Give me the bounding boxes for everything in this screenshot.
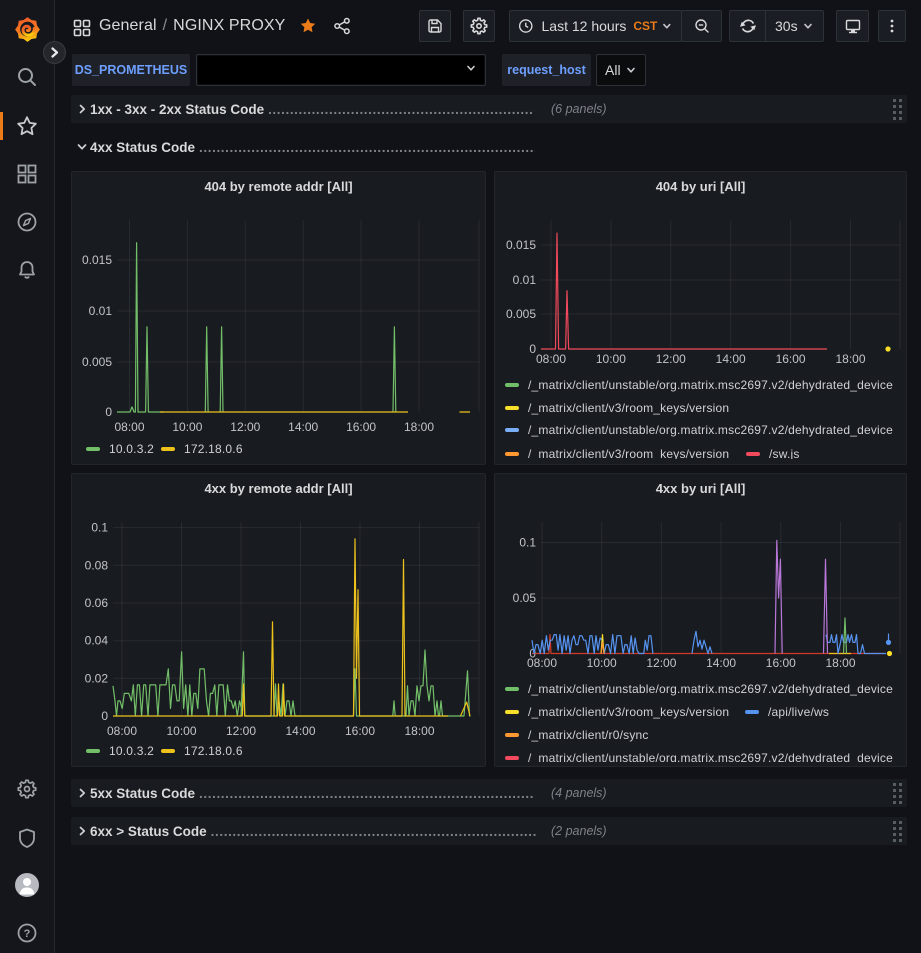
svg-text:16:00: 16:00 <box>776 352 806 366</box>
svg-text:18:00: 18:00 <box>404 420 434 434</box>
svg-text:0: 0 <box>529 342 536 356</box>
svg-text:12:00: 12:00 <box>230 420 260 434</box>
svg-text:0: 0 <box>101 709 108 723</box>
svg-text:14:00: 14:00 <box>706 656 736 670</box>
svg-text:14:00: 14:00 <box>288 420 318 434</box>
svg-text:18:00: 18:00 <box>835 352 865 366</box>
svg-text:0.005: 0.005 <box>506 307 536 321</box>
svg-text:0.06: 0.06 <box>85 596 109 610</box>
svg-text:08:00: 08:00 <box>536 352 566 366</box>
svg-text:0.1: 0.1 <box>519 536 536 550</box>
svg-text:0.08: 0.08 <box>85 558 109 572</box>
svg-text:12:00: 12:00 <box>656 352 686 366</box>
svg-text:0.01: 0.01 <box>513 273 537 287</box>
svg-text:16:00: 16:00 <box>346 420 376 434</box>
svg-text:10:00: 10:00 <box>596 352 626 366</box>
svg-text:14:00: 14:00 <box>285 724 315 738</box>
svg-text:12:00: 12:00 <box>646 656 676 670</box>
svg-text:08:00: 08:00 <box>107 724 137 738</box>
svg-text:?: ? <box>24 928 31 940</box>
svg-text:16:00: 16:00 <box>766 656 796 670</box>
svg-text:18:00: 18:00 <box>825 656 855 670</box>
svg-text:18:00: 18:00 <box>404 724 434 738</box>
svg-text:12:00: 12:00 <box>226 724 256 738</box>
svg-text:10:00: 10:00 <box>587 656 617 670</box>
svg-text:10:00: 10:00 <box>166 724 196 738</box>
svg-text:0: 0 <box>105 405 112 419</box>
svg-text:0.02: 0.02 <box>85 671 109 685</box>
svg-text:0.05: 0.05 <box>513 591 537 605</box>
svg-text:0.1: 0.1 <box>91 521 108 535</box>
svg-text:08:00: 08:00 <box>527 656 557 670</box>
svg-text:0.005: 0.005 <box>82 355 112 369</box>
svg-text:0.01: 0.01 <box>89 304 113 318</box>
svg-text:10:00: 10:00 <box>172 420 202 434</box>
svg-text:16:00: 16:00 <box>345 724 375 738</box>
svg-text:0.015: 0.015 <box>506 238 536 252</box>
svg-text:14:00: 14:00 <box>716 352 746 366</box>
svg-text:0.04: 0.04 <box>85 634 109 648</box>
svg-text:08:00: 08:00 <box>114 420 144 434</box>
svg-text:0.015: 0.015 <box>82 253 112 267</box>
